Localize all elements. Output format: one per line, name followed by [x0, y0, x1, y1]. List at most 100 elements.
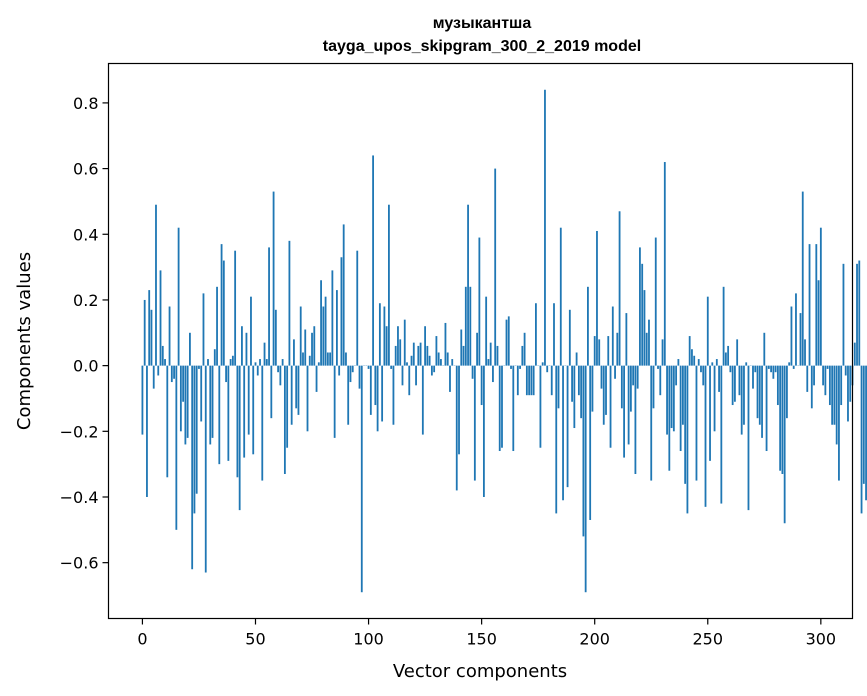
- bar: [489, 342, 492, 366]
- bar: [189, 332, 191, 366]
- bar: [179, 365, 182, 432]
- bar: [643, 290, 646, 366]
- y-axis-ticks: −0.6 −0.4 −0.2 0.0 0.2 0.4 0.6 0.8: [60, 94, 109, 573]
- bar: [519, 365, 521, 369]
- bar: [582, 365, 585, 537]
- bar: [596, 230, 598, 366]
- x-tick-label: 200: [579, 630, 610, 649]
- bar: [469, 286, 472, 366]
- bar: [209, 365, 212, 445]
- bar: [482, 365, 485, 497]
- bar: [718, 365, 720, 392]
- bar: [856, 263, 858, 366]
- bar: [684, 365, 687, 484]
- bar: [451, 359, 454, 366]
- bar: [157, 365, 160, 376]
- bar: [213, 349, 216, 366]
- bar: [826, 365, 829, 369]
- bar: [421, 365, 424, 435]
- bar: [559, 227, 562, 366]
- x-tick-label: 100: [353, 630, 384, 649]
- bar: [329, 352, 332, 366]
- bar: [216, 286, 218, 366]
- bar: [256, 365, 259, 376]
- bar: [401, 365, 404, 386]
- bar: [202, 293, 205, 366]
- bar: [688, 336, 691, 366]
- bar: [412, 342, 415, 366]
- bar: [670, 365, 673, 429]
- bar: [512, 365, 515, 452]
- bar: [555, 365, 558, 514]
- bar: [388, 204, 390, 366]
- bar: [207, 359, 209, 366]
- bar: [342, 224, 345, 366]
- bar: [177, 227, 180, 366]
- bar: [609, 365, 612, 448]
- bar: [666, 365, 668, 435]
- bar: [331, 270, 334, 366]
- bar: [679, 365, 682, 452]
- bar: [842, 263, 845, 366]
- bar: [641, 263, 644, 366]
- bar: [485, 296, 488, 366]
- bar: [433, 365, 436, 373]
- bar: [706, 296, 709, 366]
- bar: [544, 89, 546, 366]
- bar: [783, 365, 786, 524]
- bar: [281, 359, 284, 366]
- bar: [720, 365, 723, 504]
- bar: [349, 365, 352, 383]
- bar: [620, 365, 623, 409]
- bar: [650, 365, 653, 481]
- bar: [618, 211, 621, 366]
- bar: [799, 313, 802, 366]
- bar: [428, 355, 431, 366]
- bar: [808, 244, 811, 366]
- bar: [575, 352, 578, 366]
- bar: [148, 290, 151, 366]
- bar: [236, 365, 239, 478]
- bar: [274, 309, 277, 366]
- bar: [801, 191, 804, 366]
- bar: [681, 365, 684, 425]
- bar: [781, 365, 784, 474]
- bar: [191, 365, 194, 570]
- bar: [709, 365, 711, 461]
- bar: [817, 280, 820, 366]
- bar: [686, 365, 689, 514]
- bar: [467, 204, 469, 366]
- bar: [247, 365, 250, 435]
- bar: [263, 342, 266, 366]
- bar: [672, 365, 675, 432]
- bar: [516, 365, 519, 396]
- bar: [566, 365, 569, 488]
- bar: [860, 365, 863, 514]
- bar: [440, 359, 442, 366]
- bar: [458, 365, 460, 455]
- bar: [324, 296, 327, 366]
- bar: [270, 365, 273, 419]
- bar: [161, 345, 164, 366]
- bar: [286, 365, 289, 448]
- bar: [813, 365, 815, 386]
- x-tick-label: 150: [466, 630, 497, 649]
- bar: [313, 326, 316, 366]
- bar: [539, 365, 542, 448]
- bar: [535, 303, 537, 366]
- bar: [528, 365, 531, 396]
- bar: [629, 365, 632, 412]
- y-tick-label: −0.2: [60, 422, 99, 441]
- bar: [480, 365, 483, 406]
- bar: [521, 345, 524, 366]
- bar: [430, 365, 433, 376]
- bar: [763, 332, 766, 366]
- bar: [645, 332, 648, 366]
- bar: [315, 365, 318, 392]
- bar: [184, 365, 187, 445]
- y-tick-label: 0.4: [73, 225, 98, 244]
- bar: [322, 306, 325, 366]
- bar: [245, 332, 248, 366]
- bar: [553, 303, 555, 366]
